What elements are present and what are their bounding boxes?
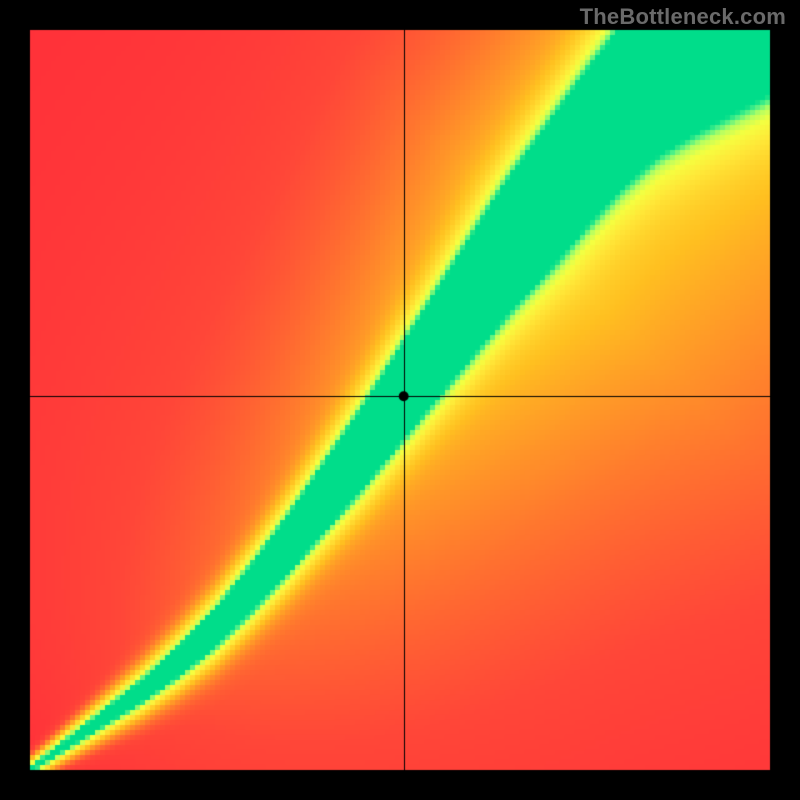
watermark-text: TheBottleneck.com (580, 4, 786, 30)
chart-container: TheBottleneck.com (0, 0, 800, 800)
bottleneck-heatmap (0, 0, 800, 800)
